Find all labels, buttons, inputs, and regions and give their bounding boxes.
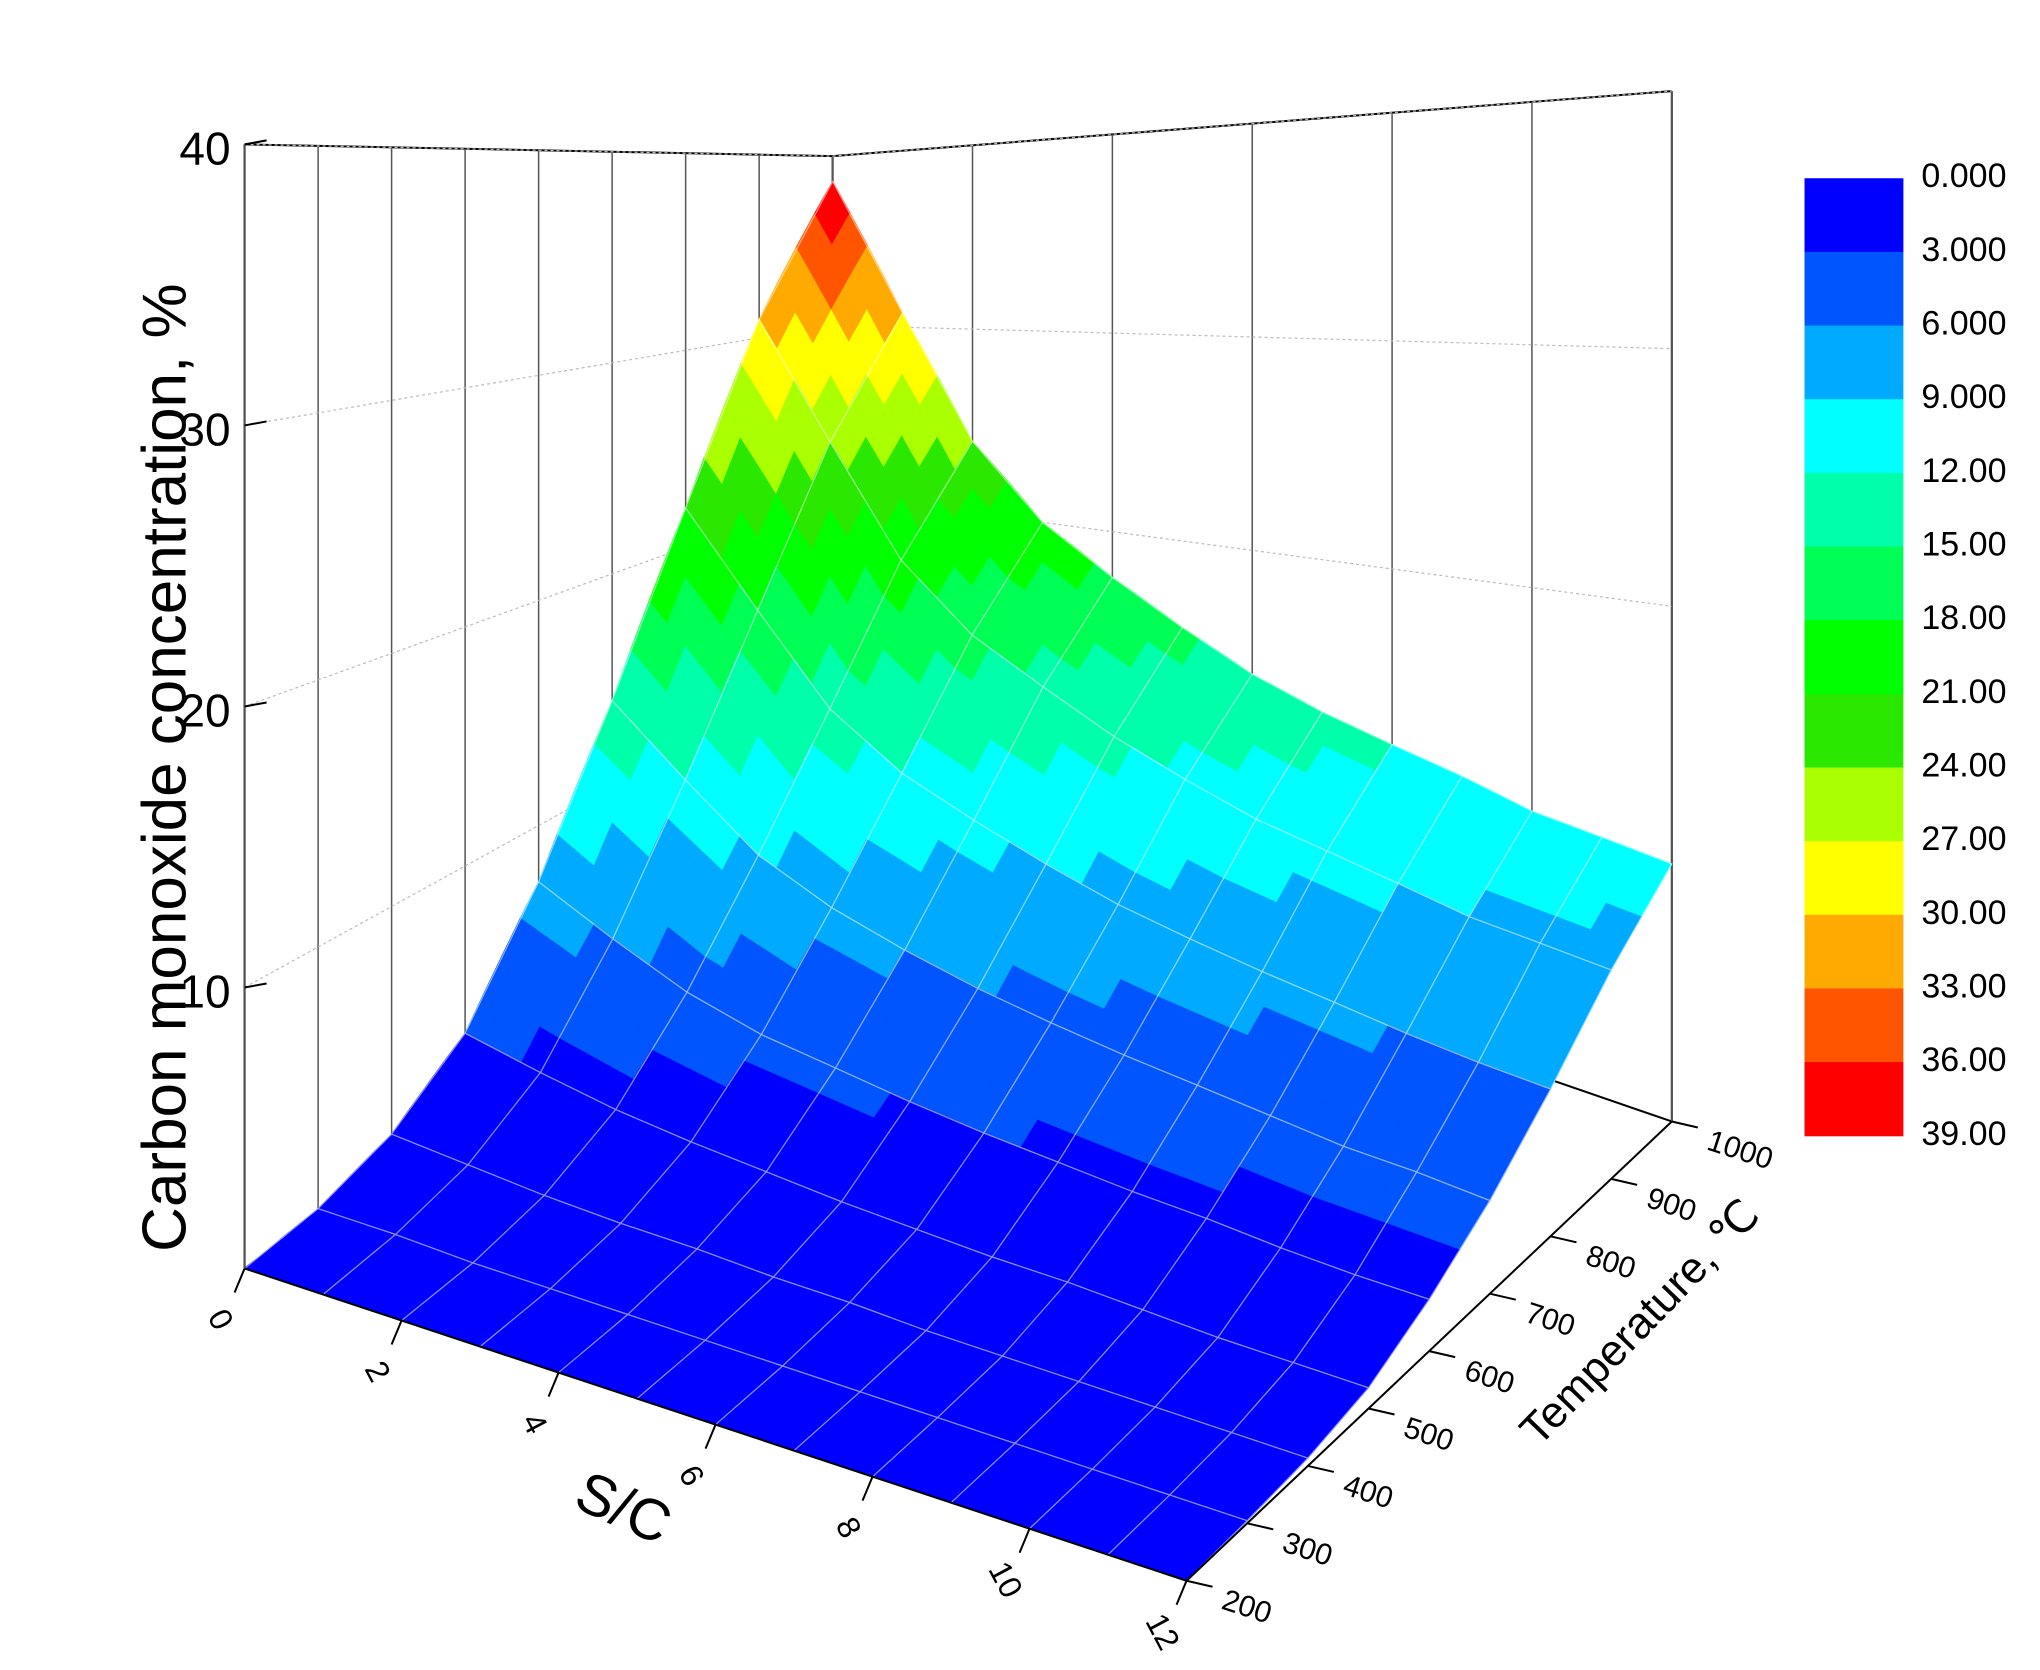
x-tick	[390, 1320, 403, 1345]
colorbar-band	[1804, 841, 1904, 916]
colorbar-label: 30.00	[1921, 894, 2006, 932]
colorbar-label: 12.00	[1921, 452, 2006, 490]
colorbar-label: 36.00	[1921, 1041, 2006, 1079]
grid-line	[244, 143, 833, 157]
z-tick-label: 20	[179, 685, 230, 737]
colorbar-label: 9.000	[1921, 378, 2006, 416]
colorbar-band	[1804, 1062, 1904, 1137]
surface	[243, 180, 1673, 1582]
x-tick	[1018, 1528, 1031, 1554]
colorbar-label: 15.00	[1921, 526, 2006, 564]
z-tick	[244, 139, 267, 146]
colorbar-label: 24.00	[1921, 746, 2006, 784]
y-tick	[1489, 1292, 1517, 1301]
colorbar-label: 33.00	[1921, 967, 2006, 1005]
z-tick-label: 40	[179, 123, 230, 175]
z-tick-label: 10	[179, 966, 230, 1018]
y-tick	[1610, 1177, 1638, 1186]
z-tick-label: 30	[179, 404, 230, 456]
colorbar-band	[1804, 251, 1904, 327]
colorbar-band	[1804, 472, 1904, 548]
x-tick	[704, 1424, 717, 1450]
y-tick	[1307, 1464, 1335, 1473]
colorbar-label: 6.000	[1921, 305, 2006, 343]
x-tick	[233, 1268, 246, 1293]
colorbar-band	[1804, 620, 1904, 695]
y-tick	[1550, 1235, 1577, 1244]
x-tick	[1175, 1580, 1188, 1606]
x-tick	[547, 1372, 560, 1397]
colorbar-band	[1804, 914, 1904, 989]
x-tick	[861, 1476, 874, 1502]
colorbar-label: 21.00	[1921, 673, 2006, 711]
grid-line	[244, 493, 833, 708]
colorbar-band	[1804, 178, 1904, 253]
colorbar-band	[1804, 546, 1904, 621]
colorbar-band	[1804, 767, 1904, 842]
colorbar-label: 27.00	[1921, 820, 2006, 858]
colorbar-band	[1804, 399, 1904, 474]
y-tick	[1368, 1407, 1395, 1416]
colorbar-label: 0.000	[1921, 157, 2006, 195]
z-tick	[244, 420, 267, 427]
y-tick	[1186, 1579, 1213, 1588]
z-axis-label: Carbon monoxide concentration, %	[131, 283, 200, 1251]
axis-line	[1185, 1120, 1673, 1582]
y-tick	[1246, 1522, 1274, 1531]
y-tick	[1671, 1120, 1699, 1129]
y-tick	[1428, 1350, 1456, 1359]
grid-line	[832, 324, 1672, 350]
z-tick	[244, 701, 267, 708]
colorbar-band	[1804, 693, 1904, 769]
z-tick	[244, 982, 267, 989]
colorbar-label: 18.00	[1921, 599, 2006, 637]
colorbar-band	[1804, 325, 1904, 400]
colorbar-label: 3.000	[1921, 231, 2006, 269]
colorbar-band	[1804, 988, 1904, 1063]
grid-line	[832, 90, 1672, 157]
colorbar-label: 39.00	[1921, 1115, 2006, 1153]
